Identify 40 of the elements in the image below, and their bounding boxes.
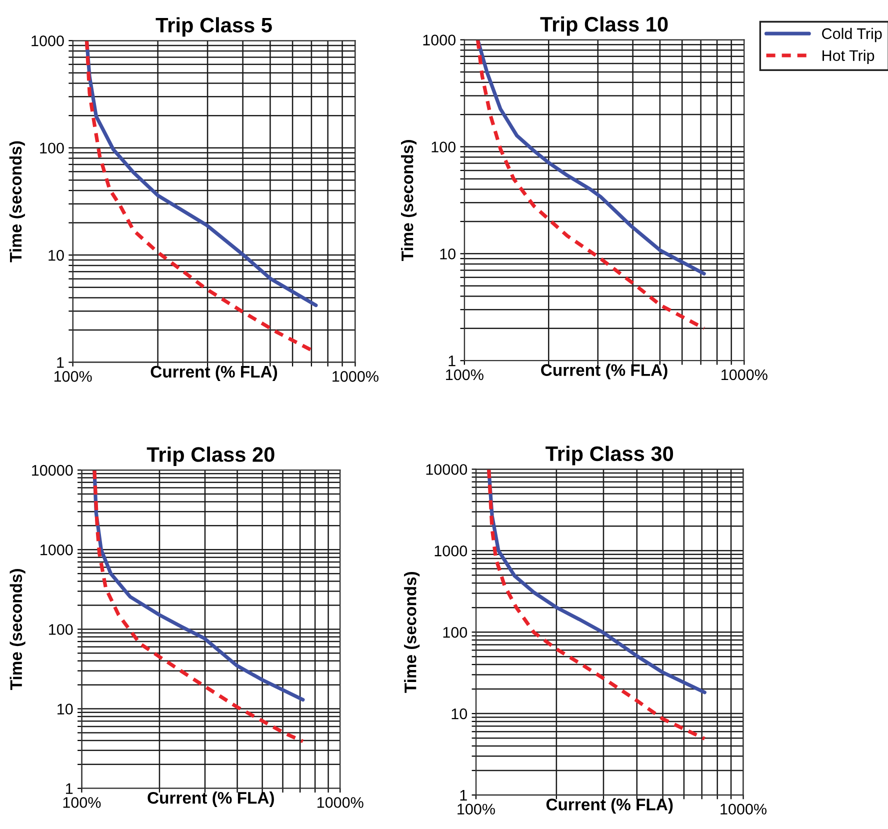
x-tick-label: 1000% xyxy=(332,371,378,382)
legend-label: Cold Trip xyxy=(822,28,882,42)
y-tick-label: 10 xyxy=(452,708,468,720)
chart-title: Trip Class 30 xyxy=(546,446,674,466)
y-tick-label: 100 xyxy=(443,626,468,638)
y-tick-label: 10000 xyxy=(32,464,73,476)
x-tick-label: 1000% xyxy=(317,797,364,808)
x-tick-label: 100% xyxy=(63,797,101,808)
y-tick-label: 1000 xyxy=(40,544,73,556)
legend-label: Hot Trip xyxy=(822,50,874,64)
y-tick-label: 1000 xyxy=(434,546,468,556)
x-tick-label: 100% xyxy=(54,371,92,382)
chart-title: Trip Class 20 xyxy=(146,446,274,466)
y-tick-label: 10 xyxy=(440,248,456,260)
y-tick-label: 10000 xyxy=(426,464,468,475)
y-tick-label: 1 xyxy=(460,790,467,801)
y-tick-label: 10 xyxy=(58,704,73,714)
y-tick-label: 100 xyxy=(432,142,456,152)
y-axis-title: Time (seconds) xyxy=(404,572,420,693)
x-tick-label: 1000% xyxy=(722,369,768,380)
y-axis-title: Time (seconds) xyxy=(10,569,26,690)
chart-title: Trip Class 5 xyxy=(156,17,272,37)
x-axis-title: Current (% FLA) xyxy=(150,365,278,381)
y-tick-label: 1 xyxy=(448,356,456,366)
x-tick-label: 1000% xyxy=(720,804,766,815)
x-tick-label: 100% xyxy=(446,369,484,380)
y-tick-label: 1000 xyxy=(423,34,456,46)
y-tick-label: 10 xyxy=(48,250,64,261)
y-axis-title: Time (seconds) xyxy=(401,140,417,261)
x-tick-label: 100% xyxy=(458,804,495,815)
x-axis-title: Current (% FLA) xyxy=(541,364,668,380)
x-axis-title: Current (% FLA) xyxy=(546,798,673,814)
y-tick-label: 100 xyxy=(49,624,73,635)
chart-title: Trip Class 10 xyxy=(540,16,668,36)
y-tick-label: 100 xyxy=(40,142,64,154)
y-tick-label: 1000 xyxy=(32,35,64,46)
y-tick-label: 1 xyxy=(57,357,64,368)
y-axis-title: Time (seconds) xyxy=(9,141,25,262)
y-tick-label: 1 xyxy=(66,783,73,794)
x-axis-title: Current (% FLA) xyxy=(148,792,274,808)
